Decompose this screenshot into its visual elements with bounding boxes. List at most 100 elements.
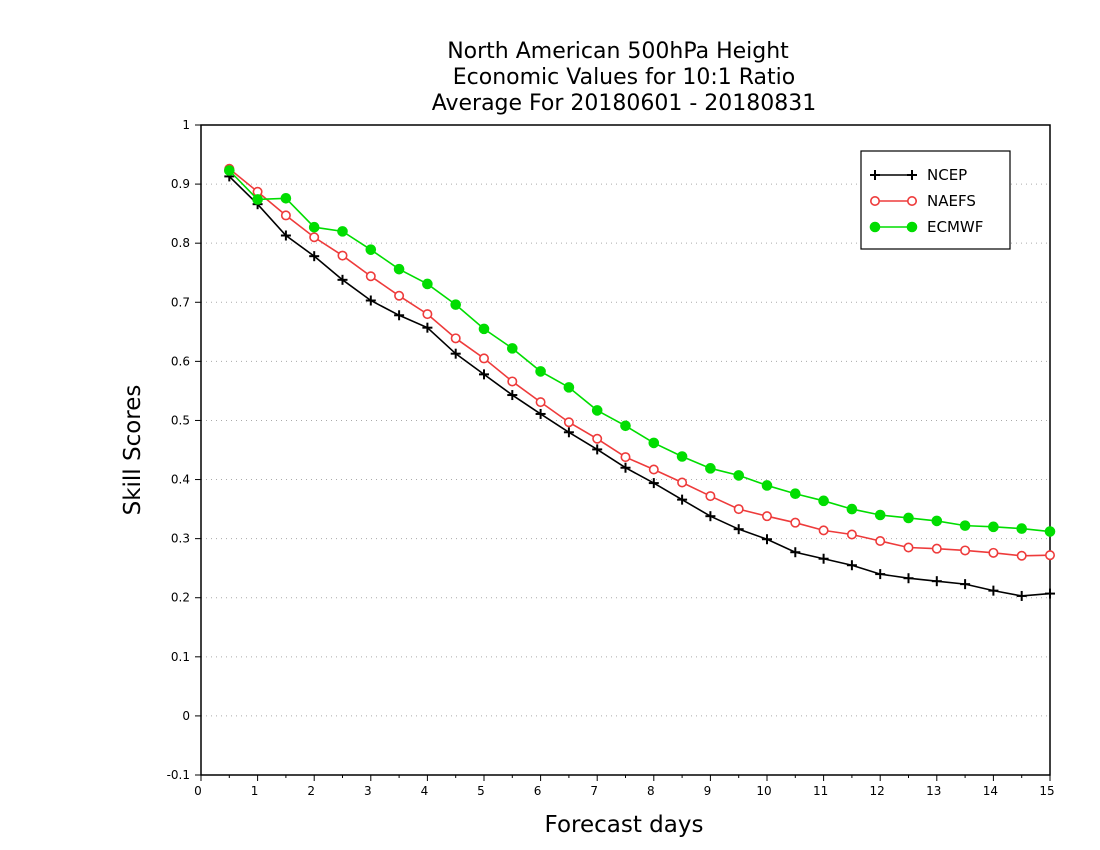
data-point-naefs bbox=[592, 433, 603, 444]
x-tick-label: 8 bbox=[647, 784, 655, 798]
data-point-ecmwf bbox=[478, 323, 490, 335]
y-tick-label: 0.3 bbox=[171, 532, 190, 546]
data-point-ncep bbox=[422, 322, 433, 333]
data-point-ncep bbox=[988, 585, 999, 596]
series-ecmwf bbox=[224, 165, 1056, 537]
x-tick-label: 2 bbox=[307, 784, 315, 798]
data-point-ecmwf bbox=[620, 420, 631, 432]
x-tick-label: 6 bbox=[534, 784, 542, 798]
data-point-ecmwf bbox=[903, 512, 914, 524]
x-tick-label: 3 bbox=[364, 784, 372, 798]
data-point-ncep bbox=[1016, 590, 1027, 601]
data-point-naefs bbox=[1016, 550, 1027, 561]
legend-label-ecmwf: ECMWF bbox=[927, 218, 983, 236]
data-point-ecmwf bbox=[1044, 526, 1056, 537]
legend-marker-naefs bbox=[869, 196, 880, 207]
legend-marker-ecmwf bbox=[906, 221, 918, 233]
data-point-ncep bbox=[337, 274, 348, 285]
data-point-naefs bbox=[960, 545, 971, 556]
x-tick-label: 7 bbox=[590, 784, 598, 798]
data-point-ecmwf bbox=[790, 488, 801, 500]
y-axis-title: Skill Scores bbox=[120, 385, 146, 516]
axis-ticks: -0.100.10.20.30.40.50.60.70.80.910 1 2 3 4 5 6… bbox=[167, 118, 1055, 798]
legend-marker-ecmwf bbox=[869, 221, 881, 233]
data-point-ecmwf bbox=[988, 521, 999, 533]
legend-box bbox=[860, 150, 1011, 250]
data-point-ecmwf bbox=[733, 470, 745, 481]
data-point-ecmwf bbox=[337, 226, 348, 237]
data-point-ncep bbox=[733, 524, 744, 535]
data-point-ncep bbox=[280, 230, 291, 241]
data-point-naefs bbox=[280, 210, 291, 221]
legend-marker-ncep bbox=[907, 170, 917, 180]
legend-label-naefs: NAEFS bbox=[927, 192, 976, 210]
y-tick-label: -0.1 bbox=[167, 768, 190, 782]
data-point-naefs bbox=[988, 547, 999, 558]
data-point-naefs bbox=[875, 535, 886, 546]
data-point-ecmwf bbox=[676, 451, 688, 462]
data-point-ncep bbox=[846, 560, 857, 571]
legend-item-naefs: NAEFS bbox=[869, 192, 976, 210]
data-point-ncep bbox=[818, 553, 829, 564]
y-tick-label: 0 bbox=[182, 709, 190, 723]
data-point-ncep bbox=[705, 511, 716, 522]
y-tick-label: 1 bbox=[182, 118, 190, 132]
x-tick-label: 12 bbox=[870, 784, 885, 798]
x-tick-label: 15 bbox=[1039, 784, 1054, 798]
data-point-naefs bbox=[478, 353, 489, 364]
y-tick-label: 0.7 bbox=[171, 295, 190, 309]
legend-marker-naefs bbox=[906, 196, 917, 207]
data-point-ecmwf bbox=[591, 405, 603, 416]
data-point-naefs bbox=[450, 333, 461, 344]
data-point-naefs bbox=[677, 477, 688, 488]
x-tick-label: 14 bbox=[983, 784, 998, 798]
data-point-naefs bbox=[309, 232, 320, 243]
data-point-naefs bbox=[818, 525, 829, 536]
data-point-ncep bbox=[563, 427, 574, 438]
series-ncep bbox=[224, 171, 1055, 601]
y-tick-label: 0.5 bbox=[171, 413, 190, 427]
data-point-ncep bbox=[592, 444, 603, 455]
data-point-ecmwf bbox=[846, 503, 858, 515]
series-group bbox=[224, 163, 1056, 601]
data-point-ecmwf bbox=[365, 244, 377, 255]
data-point-ncep bbox=[620, 462, 631, 473]
data-point-ncep bbox=[394, 310, 405, 321]
x-tick-label: 5 bbox=[477, 784, 485, 798]
data-point-ecmwf bbox=[874, 509, 886, 521]
y-tick-label: 0.1 bbox=[171, 650, 190, 664]
data-point-naefs bbox=[648, 464, 659, 475]
x-tick-label: 13 bbox=[926, 784, 941, 798]
data-point-ncep bbox=[535, 408, 546, 419]
data-point-ecmwf bbox=[959, 520, 971, 531]
y-tick-label: 0.8 bbox=[171, 236, 190, 250]
data-point-ecmwf bbox=[705, 463, 716, 474]
data-point-ncep bbox=[875, 569, 886, 580]
data-point-ncep bbox=[309, 251, 320, 262]
x-tick-label: 1 bbox=[251, 784, 259, 798]
data-point-naefs bbox=[620, 452, 631, 463]
y-tick-label: 0.2 bbox=[171, 591, 190, 605]
data-point-naefs bbox=[507, 376, 518, 387]
x-tick-label: 11 bbox=[813, 784, 828, 798]
chart-title-line-3: Average For 20180601 - 20180831 bbox=[432, 91, 817, 116]
data-point-naefs bbox=[1045, 550, 1056, 561]
data-point-ecmwf bbox=[507, 343, 518, 354]
data-point-ecmwf bbox=[535, 366, 546, 377]
data-point-ncep bbox=[790, 547, 801, 558]
data-point-ecmwf bbox=[280, 192, 292, 204]
x-tick-label: 10 bbox=[756, 784, 771, 798]
data-point-ecmwf bbox=[931, 515, 943, 527]
x-axis-title: Forecast days bbox=[545, 812, 704, 838]
data-point-naefs bbox=[931, 543, 942, 554]
data-point-ncep bbox=[1045, 588, 1055, 599]
legend-marker-ncep bbox=[870, 170, 880, 180]
data-point-ncep bbox=[648, 478, 659, 489]
data-point-ncep bbox=[677, 494, 688, 505]
data-point-ecmwf bbox=[252, 194, 263, 205]
data-point-naefs bbox=[761, 511, 772, 522]
legend-item-ecmwf: ECMWF bbox=[869, 218, 983, 236]
data-point-ncep bbox=[450, 348, 461, 359]
data-point-naefs bbox=[337, 250, 348, 261]
